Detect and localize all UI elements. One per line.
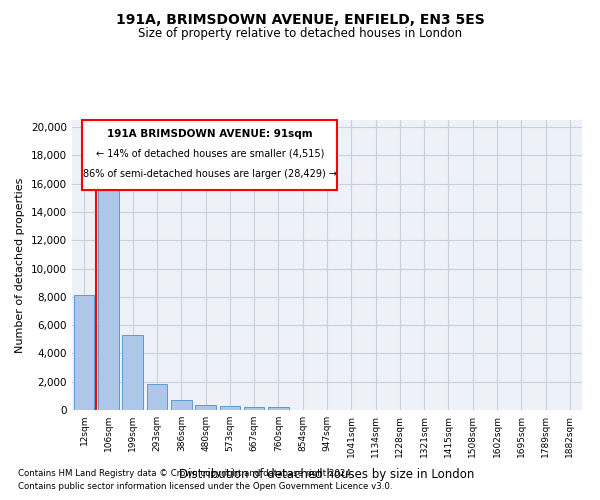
- Text: Contains public sector information licensed under the Open Government Licence v3: Contains public sector information licen…: [18, 482, 392, 491]
- X-axis label: Distribution of detached houses by size in London: Distribution of detached houses by size …: [179, 468, 475, 481]
- Text: 86% of semi-detached houses are larger (28,429) →: 86% of semi-detached houses are larger (…: [83, 170, 337, 179]
- Bar: [98, 175, 119, 410]
- Bar: [195, 404, 216, 410]
- Bar: [146, 384, 167, 410]
- Bar: [122, 335, 143, 410]
- Text: ← 14% of detached houses are smaller (4,515): ← 14% of detached houses are smaller (4,…: [95, 149, 324, 159]
- Text: Size of property relative to detached houses in London: Size of property relative to detached ho…: [138, 28, 462, 40]
- FancyBboxPatch shape: [82, 120, 337, 190]
- Text: Contains HM Land Registry data © Crown copyright and database right 2024.: Contains HM Land Registry data © Crown c…: [18, 468, 353, 477]
- Bar: [74, 296, 94, 410]
- Bar: [244, 407, 265, 410]
- Y-axis label: Number of detached properties: Number of detached properties: [16, 178, 25, 352]
- Text: 191A, BRIMSDOWN AVENUE, ENFIELD, EN3 5ES: 191A, BRIMSDOWN AVENUE, ENFIELD, EN3 5ES: [116, 12, 484, 26]
- Bar: [220, 406, 240, 410]
- Bar: [171, 400, 191, 410]
- Bar: [268, 407, 289, 410]
- Text: 191A BRIMSDOWN AVENUE: 91sqm: 191A BRIMSDOWN AVENUE: 91sqm: [107, 128, 313, 138]
